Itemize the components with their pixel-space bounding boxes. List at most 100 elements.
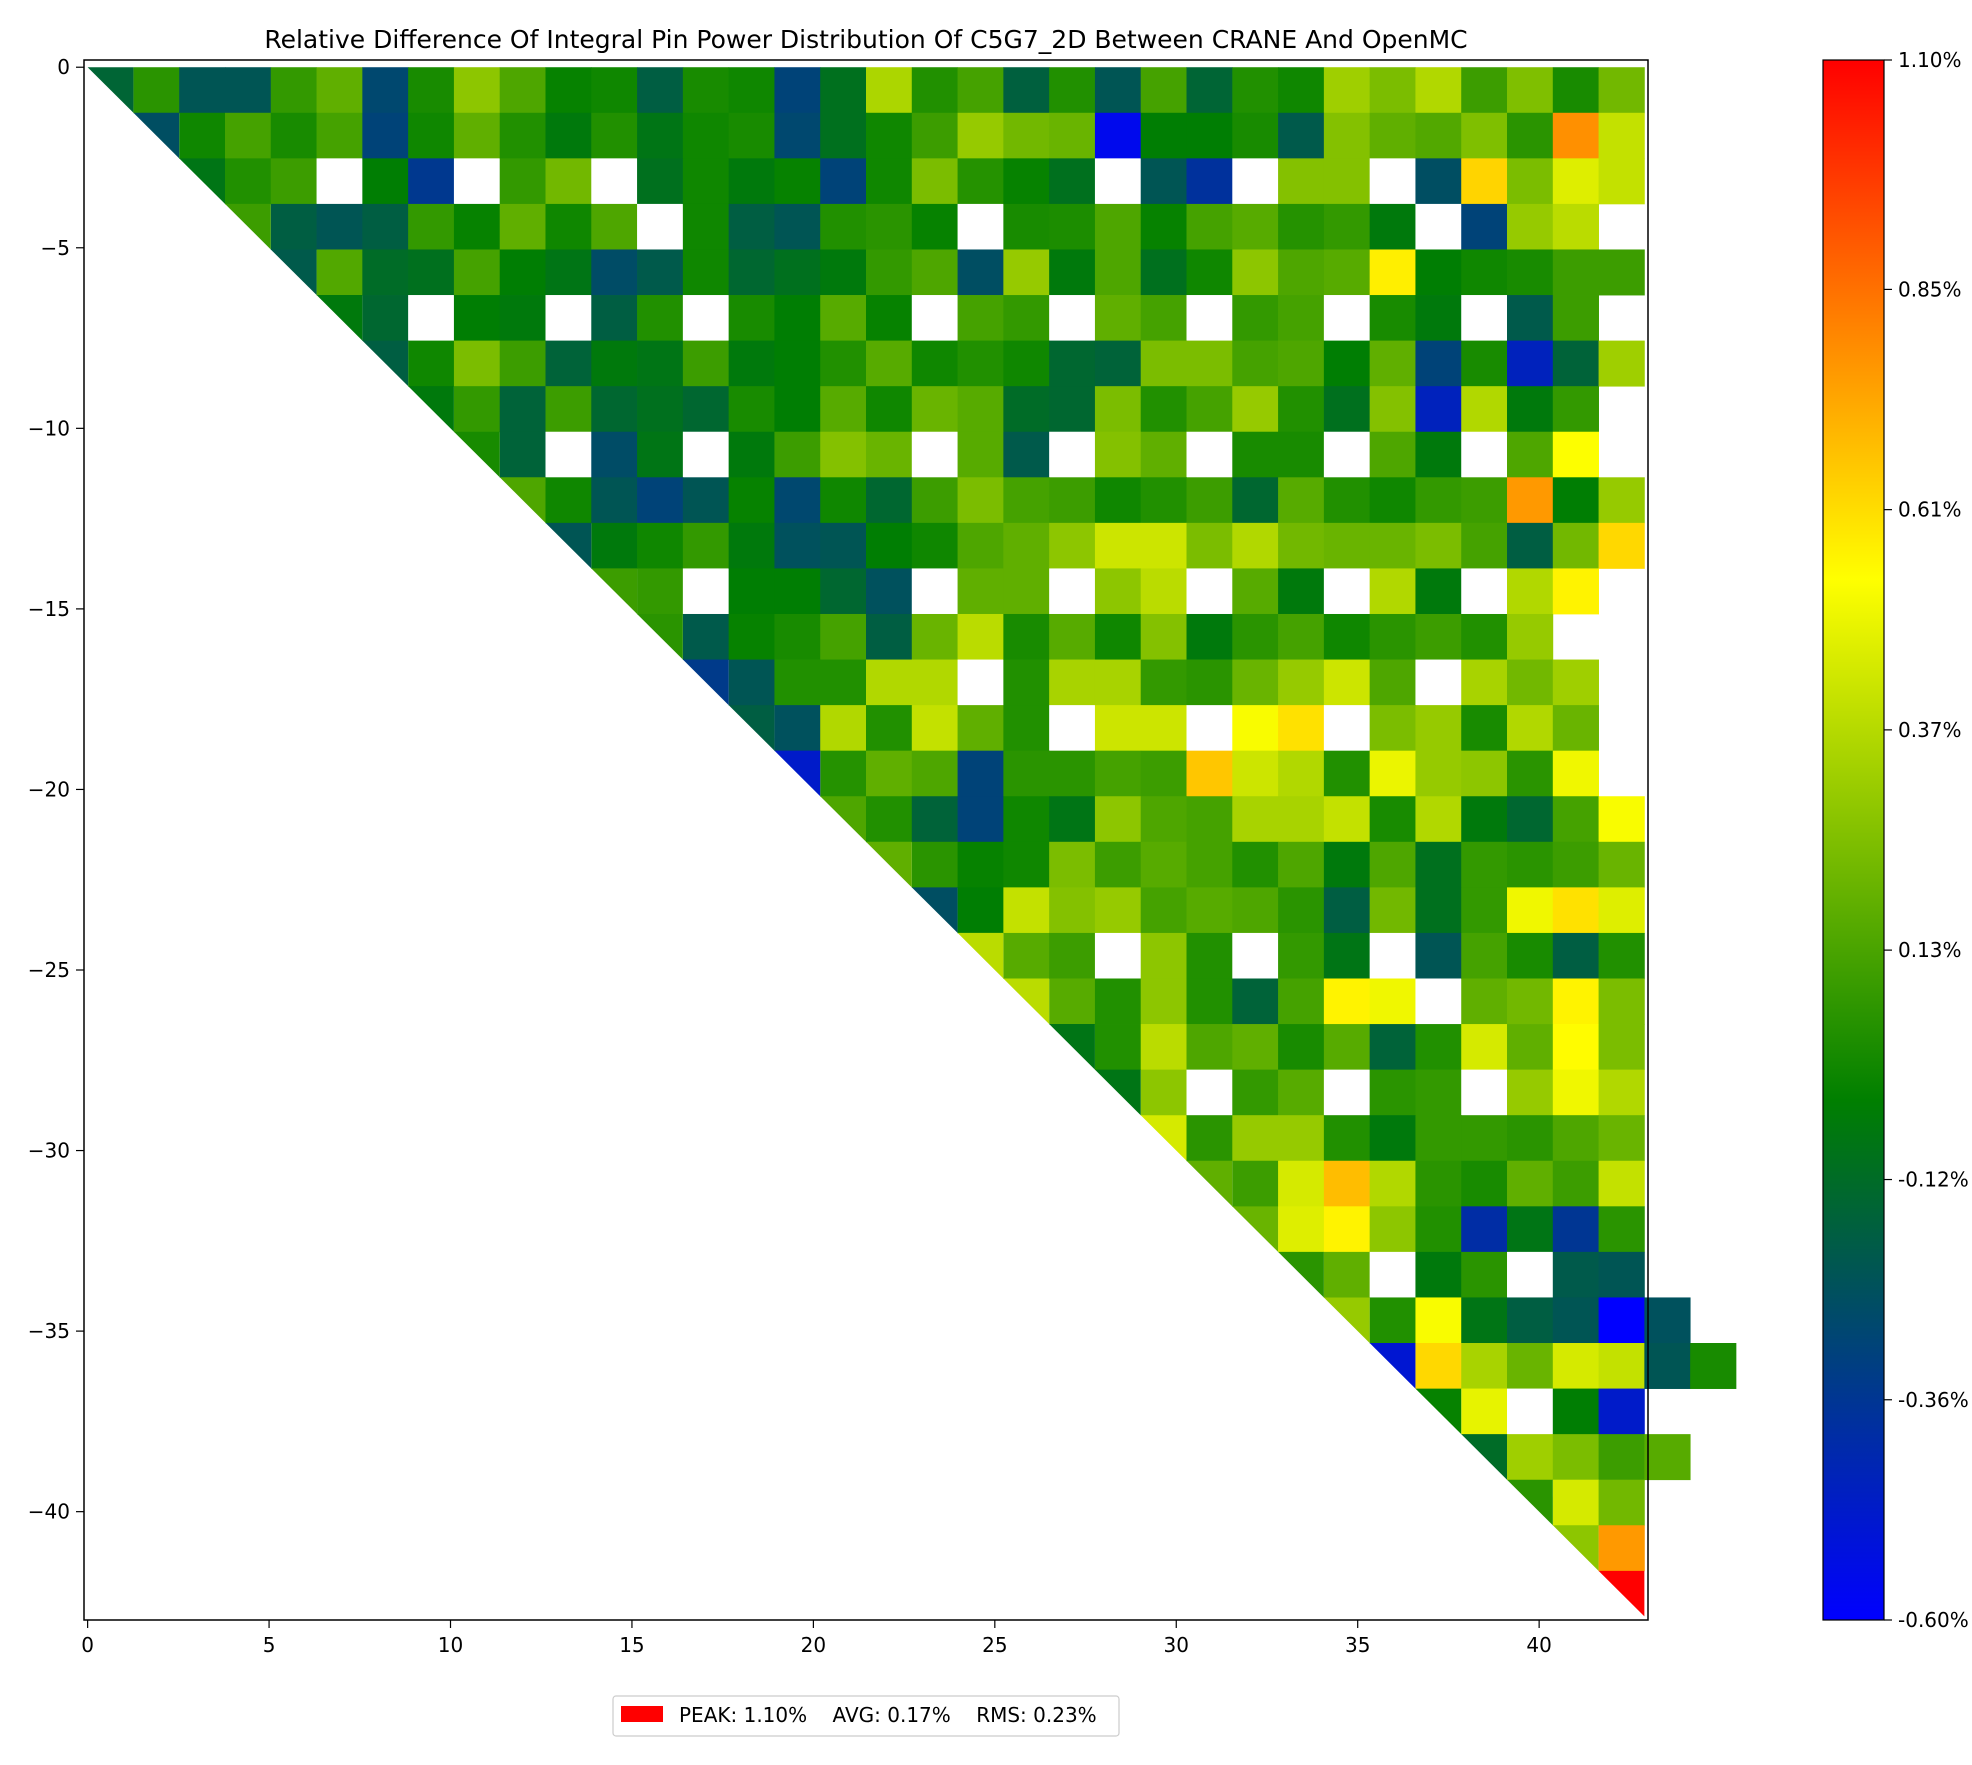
blank-cell bbox=[682, 431, 729, 478]
heatmap-cell bbox=[911, 613, 958, 660]
heatmap-cell bbox=[453, 295, 501, 342]
heatmap-cell bbox=[1415, 568, 1462, 615]
heatmap-cell bbox=[820, 477, 867, 524]
heatmap-cell bbox=[1507, 1343, 1554, 1389]
heatmap-cell bbox=[1369, 431, 1416, 478]
blank-cell bbox=[408, 295, 454, 341]
heatmap-cell bbox=[1552, 659, 1599, 706]
heatmap-cell bbox=[1507, 67, 1554, 114]
heatmap-cell bbox=[1232, 887, 1279, 934]
heatmap-cell bbox=[820, 203, 867, 250]
heatmap-cell bbox=[1461, 1343, 1508, 1389]
heatmap-cell bbox=[1415, 1251, 1462, 1298]
heatmap-cell bbox=[1094, 203, 1142, 250]
heatmap-cell bbox=[1461, 750, 1508, 797]
heatmap-cell bbox=[911, 158, 958, 205]
heatmap-cell bbox=[820, 705, 867, 752]
heatmap-cell bbox=[270, 203, 317, 250]
heatmap-cell bbox=[1415, 613, 1462, 660]
heatmap-cell bbox=[1461, 386, 1508, 433]
diagonal-cell bbox=[682, 659, 729, 706]
heatmap-cell bbox=[1507, 477, 1554, 524]
heatmap-cell bbox=[682, 522, 730, 569]
x-tick-label: 30 bbox=[1164, 1633, 1189, 1657]
x-tick-label: 40 bbox=[1526, 1633, 1551, 1657]
heatmap-cell bbox=[545, 67, 592, 114]
heatmap-cell bbox=[1278, 1206, 1325, 1253]
heatmap-cell bbox=[1003, 841, 1050, 888]
heatmap-cell bbox=[957, 705, 1004, 752]
heatmap-cell bbox=[1552, 477, 1599, 524]
heatmap-cell bbox=[1552, 431, 1599, 478]
heatmap-cell bbox=[1049, 613, 1096, 660]
heatmap-cell bbox=[1186, 203, 1233, 250]
heatmap-cell bbox=[1186, 340, 1233, 387]
heatmap-cell bbox=[1278, 1069, 1325, 1116]
heatmap-cell bbox=[591, 431, 638, 478]
heatmap-cell bbox=[1186, 978, 1233, 1025]
heatmap-cell bbox=[1369, 1024, 1416, 1071]
blank-cell bbox=[1369, 158, 1416, 204]
heatmap-cell bbox=[1186, 112, 1233, 159]
heatmap-cell bbox=[1507, 431, 1554, 478]
heatmap-cell bbox=[1598, 1343, 1645, 1389]
y-tick-label: −10 bbox=[28, 416, 70, 440]
heatmap-cell bbox=[499, 67, 546, 114]
heatmap-cell bbox=[1003, 249, 1050, 296]
heatmap-cell bbox=[682, 477, 730, 524]
heatmap-cell bbox=[1049, 203, 1096, 250]
diagonal-cell bbox=[1049, 1024, 1095, 1070]
heatmap-cell bbox=[1003, 705, 1050, 752]
heatmap-cell bbox=[1461, 522, 1508, 569]
heatmap-cell bbox=[1552, 1343, 1599, 1389]
heatmap-cell bbox=[728, 431, 775, 478]
heatmap-cell bbox=[1003, 477, 1050, 524]
heatmap-cell bbox=[1278, 841, 1325, 888]
heatmap-cell bbox=[1415, 750, 1462, 797]
diagonal-cell bbox=[1598, 1570, 1645, 1617]
y-tick-label: −40 bbox=[28, 1500, 70, 1524]
heatmap-cell bbox=[1140, 295, 1187, 342]
heatmap-cell bbox=[1461, 1160, 1508, 1207]
heatmap-cell bbox=[1094, 841, 1142, 888]
heatmap-cell bbox=[957, 295, 1004, 342]
colorbar-ticks: 1.10% 0.85% 0.61% 0.37% 0.13% -0.12% -0.36% -0.… bbox=[1884, 48, 1969, 1632]
heatmap-cell bbox=[957, 841, 1004, 888]
heatmap-cell bbox=[316, 67, 363, 114]
heatmap-cell bbox=[1278, 796, 1325, 843]
heatmap-cell bbox=[1323, 1251, 1371, 1298]
diagonal-triangles bbox=[87, 67, 1645, 1617]
heatmap-cell bbox=[1232, 386, 1279, 433]
blank-cell bbox=[1507, 1388, 1553, 1435]
heatmap-cell bbox=[1094, 750, 1142, 797]
heatmap-cell bbox=[499, 112, 546, 159]
heatmap-cell bbox=[1323, 750, 1371, 797]
heatmap-cell bbox=[1232, 431, 1279, 478]
diagonal-cell bbox=[1186, 1160, 1233, 1207]
chart-title: Relative Difference Of Integral Pin Powe… bbox=[264, 25, 1467, 54]
heatmap-cell bbox=[1003, 568, 1050, 615]
heatmap-cell bbox=[1232, 203, 1279, 250]
blank-cell bbox=[1186, 295, 1233, 341]
heatmap-cell bbox=[1278, 295, 1325, 342]
heatmap-cell bbox=[1278, 340, 1325, 387]
heatmap-cell bbox=[1140, 67, 1187, 114]
diagonal-cell bbox=[179, 158, 225, 204]
heatmap-cell bbox=[1094, 112, 1142, 159]
heatmap-cell bbox=[545, 477, 592, 524]
heatmap-cell bbox=[224, 67, 272, 114]
heatmap-cell bbox=[1507, 1024, 1554, 1071]
heatmap-cell bbox=[1049, 750, 1096, 797]
heatmap-cell bbox=[1094, 613, 1142, 660]
heatmap-cell bbox=[637, 249, 684, 296]
colorbar-tick-label: 0.61% bbox=[1898, 498, 1962, 522]
heatmap-cell bbox=[1094, 568, 1142, 615]
heatmap-cell bbox=[774, 431, 821, 478]
blank-cell bbox=[1369, 932, 1416, 979]
heatmap-cell bbox=[408, 112, 455, 159]
heatmap-cell bbox=[1049, 932, 1096, 979]
heatmap-cell bbox=[1278, 932, 1325, 979]
heatmap-cell bbox=[637, 295, 684, 342]
heatmap-cell bbox=[1049, 67, 1096, 114]
